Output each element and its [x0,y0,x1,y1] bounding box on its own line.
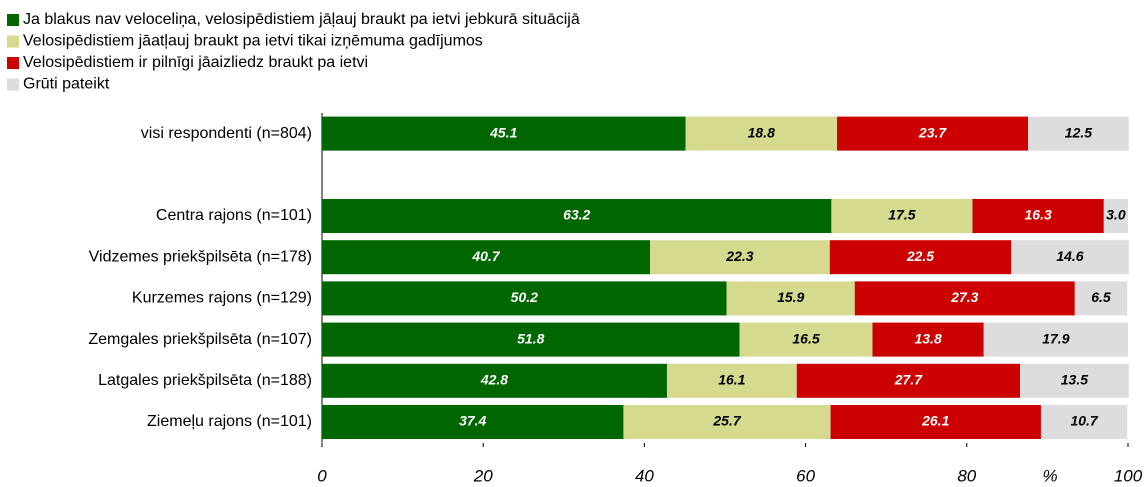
value-label: 14.6 [1056,248,1083,264]
bar-segment [1019,363,1129,398]
bar-segment [322,116,686,151]
x-tick-label: 60 [796,466,815,485]
x-tick-label: 80 [957,466,976,485]
value-label: 25.7 [712,413,741,429]
x-tick-label: 20 [473,466,493,485]
value-label: 51.8 [517,330,544,346]
bar-segment [1040,405,1128,439]
bar-segment [796,363,1020,398]
value-label: 17.9 [1042,330,1069,346]
value-label: 23.7 [918,124,947,140]
legend-swatch [7,57,19,69]
value-label: 16.1 [718,372,745,388]
x-tick-label: 40 [635,466,654,485]
value-label: 10.7 [1070,413,1098,429]
y-tick-label: Latgales priekšpilsēta (n=188) [98,372,312,389]
value-label: 13.5 [1061,372,1088,388]
value-label: 63.2 [563,207,590,223]
bar-segment [829,240,1012,275]
legend-swatch [7,35,19,48]
bar-segment [872,322,984,357]
y-tick-label: Centra rajons (n=101) [156,207,312,224]
value-label: 18.8 [748,124,775,140]
bar-segment [837,116,1029,151]
x-tick-label: 100 [1114,466,1143,485]
x-axis-label: % [1042,466,1057,485]
bar-segment [1103,199,1128,233]
bar-segment [666,363,797,398]
bar-segment [322,363,667,398]
bar-segment [322,240,651,275]
value-label: 22.5 [906,248,934,264]
bar-segment [623,405,831,439]
value-label: 27.7 [894,372,923,388]
bar-segment [322,199,832,233]
y-tick-label: Vidzemes priekšpilsēta (n=178) [89,248,312,265]
legend-label: Velosipēdistiem jāatļauj braukt pa ietvi… [23,33,483,50]
bar-segment [1074,281,1128,316]
bar-segment [983,322,1128,357]
value-label: 16.3 [1025,207,1052,223]
bar-segment [830,405,1041,439]
x-tick-label: 0 [317,466,327,485]
y-tick-label: Zemgales priekšpilsēta (n=107) [88,331,312,348]
legend-swatch [7,14,19,26]
value-label: 45.1 [489,124,517,140]
value-label: 22.3 [725,248,753,264]
legend-swatch [7,78,19,91]
value-label: 50.2 [511,289,538,305]
value-label: 3.0 [1106,207,1126,223]
bar-segment [1011,240,1129,275]
bar-segment [831,199,973,233]
value-label: 15.9 [777,289,804,305]
value-label: 37.4 [459,413,486,429]
y-tick-label: visi respondenti (n=804) [141,125,312,142]
y-tick-label: Ziemeļu rajons (n=101) [147,413,312,430]
legend-label: Grūti pateikt [23,76,110,93]
bar-segment [1028,116,1129,151]
bar-segment [972,199,1104,233]
bar-segment [322,405,624,439]
value-label: 40.7 [471,248,500,264]
value-label: 12.5 [1065,124,1092,140]
bar-segment [685,116,838,151]
value-label: 16.5 [792,330,819,346]
value-label: 42.8 [480,372,508,388]
value-label: 26.1 [921,413,949,429]
value-label: 27.3 [950,289,978,305]
bar-segment [322,281,727,316]
bar-segment [650,240,830,275]
legend-label: Velosipēdistiem ir pilnīgi jāaizliedz br… [23,54,368,71]
value-label: 17.5 [888,207,915,223]
bar-segment [726,281,855,316]
bar-segment [739,322,873,357]
value-label: 13.8 [914,330,941,346]
bar-segment [322,322,740,357]
legend-label: Ja blakus nav veloceliņa, velosipēdistie… [23,11,580,28]
y-tick-label: Kurzemes rajons (n=129) [132,290,312,307]
value-label: 6.5 [1091,289,1111,305]
bar-segment [854,281,1075,316]
